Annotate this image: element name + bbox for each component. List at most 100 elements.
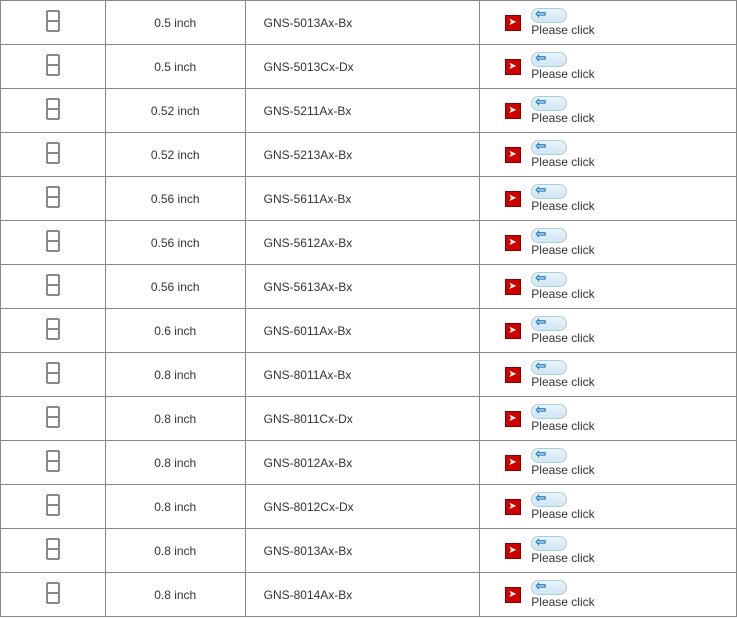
pdf-icon[interactable] <box>505 235 521 251</box>
thumbnail-cell <box>1 485 106 529</box>
seven-segment-icon <box>46 54 60 76</box>
click-label: Please click <box>531 420 594 433</box>
model-cell: GNS-8012Ax-Bx <box>245 441 480 485</box>
pdf-icon[interactable] <box>505 15 521 31</box>
pdf-icon[interactable] <box>505 499 521 515</box>
thumbnail-cell <box>1 177 106 221</box>
table-row: 0.8 inchGNS-8011Ax-Bx Please click <box>1 353 737 397</box>
download-cell: Please click <box>480 397 737 441</box>
table-row: 0.8 inchGNS-8011Cx-DxPlease click <box>1 397 737 441</box>
click-link[interactable]: Please click <box>531 184 594 213</box>
table-row: 0.52 inchGNS-5211Ax-Bx Please click <box>1 89 737 133</box>
size-cell: 0.5 inch <box>105 1 245 45</box>
click-link[interactable]: Please click <box>531 404 594 433</box>
click-link[interactable]: Please click <box>531 536 594 565</box>
model-cell: GNS-5612Ax-Bx <box>245 221 480 265</box>
click-link[interactable]: Please click <box>531 228 594 257</box>
table-row: 0.56 inchGNS-5613Ax-BxPlease click <box>1 265 737 309</box>
size-cell: 0.8 inch <box>105 485 245 529</box>
seven-segment-icon <box>46 230 60 252</box>
size-cell: 0.6 inch <box>105 309 245 353</box>
model-cell: GNS-5013Cx-Dx <box>245 45 480 89</box>
pdf-icon[interactable] <box>505 455 521 471</box>
size-cell: 0.8 inch <box>105 397 245 441</box>
size-cell: 0.8 inch <box>105 441 245 485</box>
click-link[interactable]: Please click <box>531 360 594 389</box>
thumbnail-cell <box>1 89 106 133</box>
click-link[interactable]: Please click <box>531 96 594 125</box>
download-cell: Please click <box>480 573 737 617</box>
arrow-left-icon <box>531 536 567 551</box>
click-label: Please click <box>531 464 594 477</box>
click-label: Please click <box>531 552 594 565</box>
download-cell: Please click <box>480 309 737 353</box>
model-cell: GNS-5213Ax-Bx <box>245 133 480 177</box>
click-link[interactable]: Please click <box>531 448 594 477</box>
pdf-icon[interactable] <box>505 59 521 75</box>
seven-segment-icon <box>46 10 60 32</box>
thumbnail-cell <box>1 353 106 397</box>
pdf-icon[interactable] <box>505 103 521 119</box>
model-cell: GNS-5611Ax-Bx <box>245 177 480 221</box>
click-link[interactable]: Please click <box>531 52 594 81</box>
seven-segment-icon <box>46 450 60 472</box>
thumbnail-cell <box>1 45 106 89</box>
size-cell: 0.52 inch <box>105 133 245 177</box>
download-cell: Please click <box>480 485 737 529</box>
pdf-icon[interactable] <box>505 323 521 339</box>
model-cell: GNS-8011Ax-Bx <box>245 353 480 397</box>
thumbnail-cell <box>1 441 106 485</box>
arrow-left-icon <box>531 360 567 375</box>
click-link[interactable]: Please click <box>531 140 594 169</box>
click-link[interactable]: Please click <box>531 272 594 301</box>
thumbnail-cell <box>1 221 106 265</box>
pdf-icon[interactable] <box>505 411 521 427</box>
arrow-left-icon <box>531 228 567 243</box>
arrow-left-icon <box>531 492 567 507</box>
arrow-left-icon <box>531 404 567 419</box>
model-cell: GNS-8012Cx-Dx <box>245 485 480 529</box>
click-link[interactable]: Please click <box>531 316 594 345</box>
click-link[interactable]: Please click <box>531 8 594 37</box>
pdf-icon[interactable] <box>505 367 521 383</box>
download-cell: Please click <box>480 353 737 397</box>
pdf-icon[interactable] <box>505 279 521 295</box>
arrow-left-icon <box>531 140 567 155</box>
seven-segment-icon <box>46 538 60 560</box>
download-cell: Please click <box>480 89 737 133</box>
table-row: 0.5 inchGNS-5013Ax-Bx Please click <box>1 1 737 45</box>
thumbnail-cell <box>1 265 106 309</box>
model-cell: GNS-8014Ax-Bx <box>245 573 480 617</box>
size-cell: 0.52 inch <box>105 89 245 133</box>
click-label: Please click <box>531 156 594 169</box>
pdf-icon[interactable] <box>505 543 521 559</box>
seven-segment-icon <box>46 318 60 340</box>
model-cell: GNS-5211Ax-Bx <box>245 89 480 133</box>
table-row: 0.8 inchGNS-8014Ax-BxPlease click <box>1 573 737 617</box>
seven-segment-icon <box>46 582 60 604</box>
size-cell: 0.8 inch <box>105 353 245 397</box>
download-cell: Please click <box>480 529 737 573</box>
size-cell: 0.8 inch <box>105 529 245 573</box>
download-cell: Please click <box>480 1 737 45</box>
model-cell: GNS-5013Ax-Bx <box>245 1 480 45</box>
click-label: Please click <box>531 24 594 37</box>
size-cell: 0.56 inch <box>105 177 245 221</box>
thumbnail-cell <box>1 529 106 573</box>
model-cell: GNS-6011Ax-Bx <box>245 309 480 353</box>
table-row: 0.56 inchGNS-5612Ax-BxPlease click <box>1 221 737 265</box>
pdf-icon[interactable] <box>505 587 521 603</box>
click-link[interactable]: Please click <box>531 492 594 521</box>
seven-segment-icon <box>46 494 60 516</box>
arrow-left-icon <box>531 96 567 111</box>
table-row: 0.52 inchGNS-5213Ax-Bx Please click <box>1 133 737 177</box>
seven-segment-icon <box>46 274 60 296</box>
thumbnail-cell <box>1 1 106 45</box>
pdf-icon[interactable] <box>505 147 521 163</box>
pdf-icon[interactable] <box>505 191 521 207</box>
download-cell: Please click <box>480 265 737 309</box>
click-link[interactable]: Please click <box>531 580 594 609</box>
arrow-left-icon <box>531 52 567 67</box>
click-label: Please click <box>531 288 594 301</box>
table-row: 0.8 inchGNS-8012Cx-Dx Please click <box>1 485 737 529</box>
